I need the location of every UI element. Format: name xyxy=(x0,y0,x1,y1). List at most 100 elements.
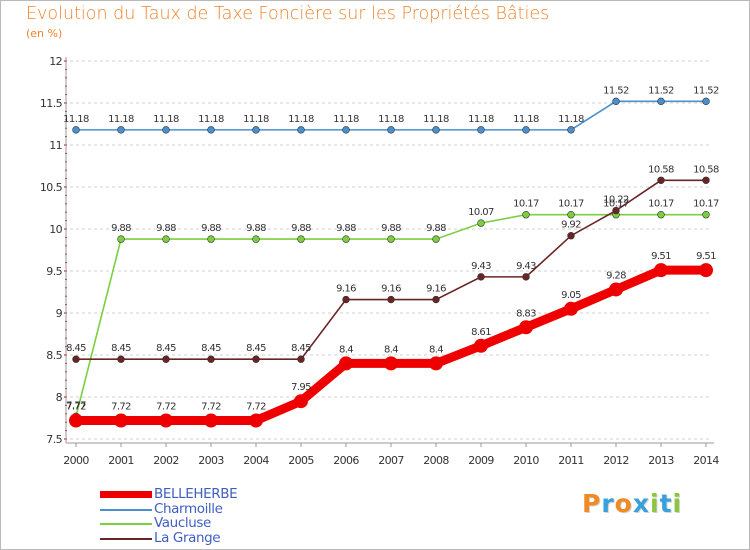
data-label-vaucluse: 9.88 xyxy=(246,223,266,234)
data-point-vaucluse xyxy=(522,211,530,219)
data-label-la-grange: 8.45 xyxy=(156,343,176,354)
y-tick-label: 8 xyxy=(56,391,63,404)
data-label-belleherbe: 7.72 xyxy=(246,402,266,413)
data-label-vaucluse: 9.88 xyxy=(156,223,176,234)
legend-swatch-charmoille xyxy=(100,508,152,511)
data-label-charmoille: 11.18 xyxy=(63,114,89,125)
data-point-la-grange xyxy=(567,232,575,240)
data-label-vaucluse: 9.88 xyxy=(201,223,221,234)
data-label-vaucluse: 9.88 xyxy=(381,223,401,234)
data-point-charmoille xyxy=(567,126,575,134)
x-tick-label: 2008 xyxy=(423,454,449,467)
data-point-belleherbe xyxy=(519,320,533,335)
data-point-vaucluse xyxy=(207,235,215,243)
data-point-charmoille xyxy=(477,126,485,134)
data-point-la-grange xyxy=(162,355,170,363)
data-point-la-grange xyxy=(72,355,80,363)
x-tick-label: 2006 xyxy=(333,454,359,467)
legend-label-la-grange: La Grange xyxy=(154,529,221,546)
data-point-la-grange xyxy=(702,176,710,184)
logo-letter: o xyxy=(614,489,633,518)
data-point-la-grange xyxy=(432,295,440,304)
series-line-vaucluse xyxy=(75,213,706,417)
data-label-belleherbe: 8.61 xyxy=(471,327,491,338)
y-tick-label: 7.5 xyxy=(46,433,62,446)
data-point-charmoille xyxy=(117,126,125,134)
data-label-la-grange: 8.45 xyxy=(201,343,221,354)
data-point-la-grange xyxy=(297,355,305,363)
data-point-la-grange xyxy=(117,355,125,363)
data-point-la-grange xyxy=(207,355,215,363)
data-point-belleherbe xyxy=(609,282,623,297)
axes: 7.5 8 8.5 9 9.5 10 10.5 11 11.5 12 2000 2001 2002 200… xyxy=(40,55,720,467)
data-label-vaucluse: 10.17 xyxy=(648,199,674,210)
logo-letter: r xyxy=(601,489,615,518)
data-label-vaucluse: 10.07 xyxy=(468,207,494,218)
data-point-belleherbe xyxy=(339,356,353,371)
x-tick-label: 2002 xyxy=(153,454,179,467)
y-tick-label: 11 xyxy=(49,139,62,152)
data-point-belleherbe xyxy=(429,356,443,371)
legend-swatch-belleherbe xyxy=(100,491,152,498)
data-point-charmoille xyxy=(297,126,305,134)
y-tick-label: 10 xyxy=(49,223,62,236)
proxiti-logo: Proxiti xyxy=(582,489,682,518)
data-point-belleherbe xyxy=(384,356,398,371)
data-label-charmoille: 11.18 xyxy=(423,114,449,125)
x-tick-label: 2009 xyxy=(468,454,494,467)
legend-swatch-vaucluse xyxy=(100,523,152,525)
data-point-la-grange xyxy=(612,206,620,215)
data-label-belleherbe: 7.72 xyxy=(156,402,176,413)
data-point-belleherbe xyxy=(69,413,83,428)
data-label-charmoille: 11.18 xyxy=(288,114,314,125)
y-tick-label: 10.5 xyxy=(40,181,63,194)
grid-lines xyxy=(70,60,712,440)
data-label-la-grange: 10.22 xyxy=(603,195,629,206)
data-point-charmoille xyxy=(657,97,665,106)
data-label-la-grange: 9.43 xyxy=(516,261,536,272)
data-label-la-grange: 9.43 xyxy=(471,261,491,272)
x-tick-label: 2003 xyxy=(198,454,224,467)
x-tick-label: 2007 xyxy=(378,454,404,467)
data-point-vaucluse xyxy=(702,211,710,219)
data-label-la-grange: 9.16 xyxy=(426,284,446,295)
data-label-vaucluse: 9.88 xyxy=(336,223,356,234)
data-label-vaucluse: 10.17 xyxy=(513,199,539,210)
y-tick-label: 12 xyxy=(49,55,62,68)
x-tick-label: 2000 xyxy=(63,454,89,467)
data-point-charmoille xyxy=(342,126,350,134)
data-point-belleherbe xyxy=(699,263,713,278)
data-label-charmoille: 11.18 xyxy=(468,114,494,125)
data-point-belleherbe xyxy=(474,338,488,353)
legend-label-vaucluse: Vaucluse xyxy=(154,515,211,531)
data-label-vaucluse: 7.77 xyxy=(66,400,86,411)
legend-swatch-la-grange xyxy=(100,537,152,540)
data-label-belleherbe: 7.72 xyxy=(66,402,86,413)
data-point-la-grange xyxy=(657,176,665,184)
data-point-la-grange xyxy=(522,273,530,281)
data-label-charmoille: 11.18 xyxy=(243,114,269,125)
data-labels: 11.18 11.18 11.18 11.18 11.18 11.18 11.18 11.18… xyxy=(63,85,719,412)
y-tick-label: 9 xyxy=(56,307,63,320)
x-tick-label: 2010 xyxy=(513,454,539,467)
data-label-charmoille: 11.52 xyxy=(648,85,674,96)
data-label-charmoille: 11.18 xyxy=(558,114,584,125)
x-tick-label: 2005 xyxy=(288,454,314,467)
logo-letter: i xyxy=(650,489,660,518)
x-tick-label: 2013 xyxy=(648,454,674,467)
data-point-vaucluse xyxy=(477,219,485,227)
data-label-belleherbe: 7.72 xyxy=(201,402,221,413)
data-point-vaucluse xyxy=(657,211,665,219)
data-point-vaucluse xyxy=(252,235,260,243)
data-point-belleherbe xyxy=(294,394,308,409)
data-label-la-grange: 9.16 xyxy=(336,284,356,295)
data-label-belleherbe: 9.28 xyxy=(606,270,626,281)
data-point-vaucluse xyxy=(387,235,395,243)
series-lines xyxy=(69,97,713,428)
data-label-charmoille: 11.18 xyxy=(108,114,134,125)
data-point-charmoille xyxy=(387,126,395,134)
data-label-belleherbe: 9.51 xyxy=(696,251,716,262)
legend-label-charmoille: Charmoille xyxy=(154,500,223,517)
data-label-la-grange: 8.45 xyxy=(111,343,131,354)
